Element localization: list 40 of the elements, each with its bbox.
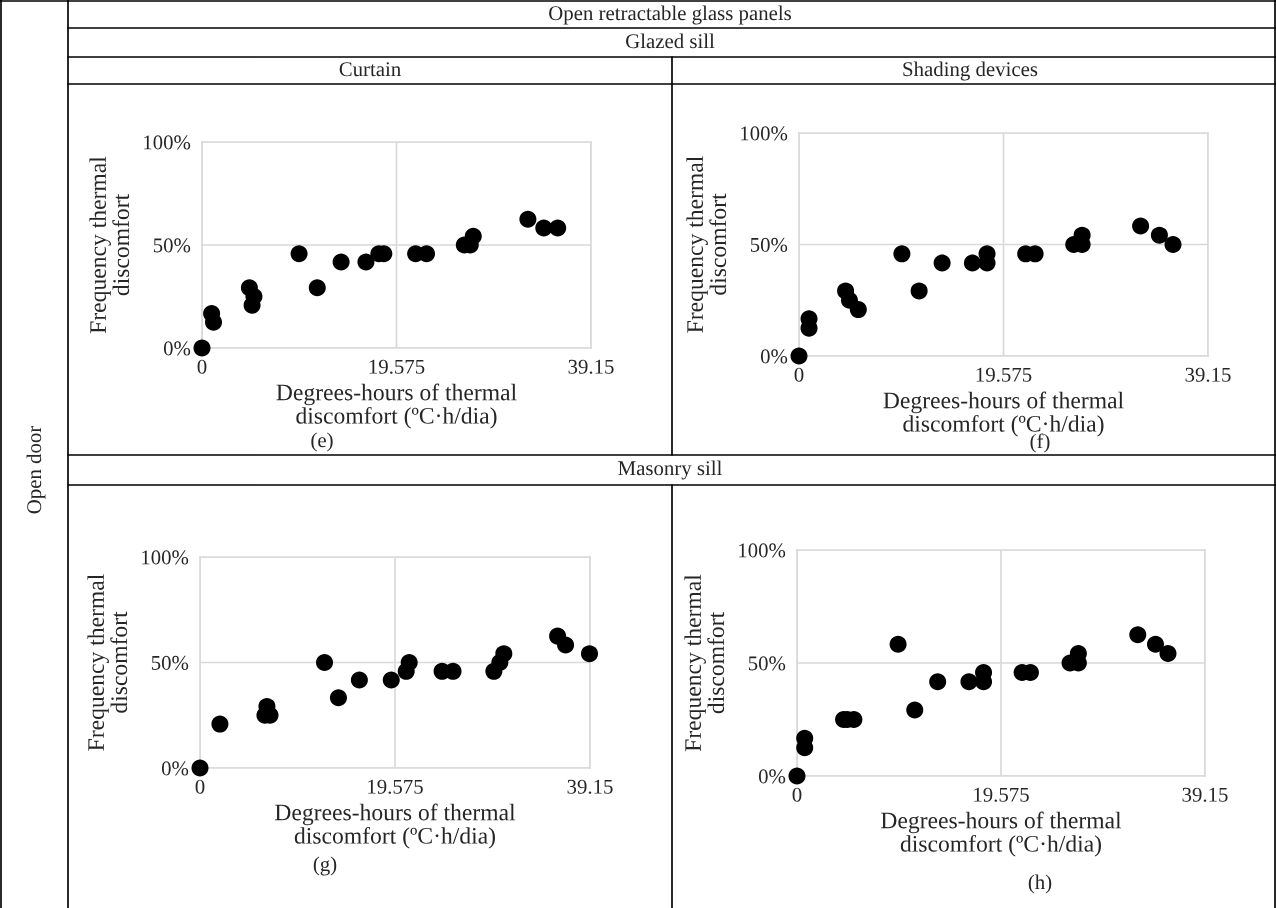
x-tick-label: 19.575 [976, 367, 1032, 382]
x-tick-label: 19.575 [369, 359, 425, 374]
x-tick-label: 0 [792, 787, 802, 802]
text: (h) [1028, 874, 1052, 894]
y-tick-label: 100% [144, 135, 191, 150]
y-tick-label: 100% [142, 550, 189, 565]
y-tick-label: 50% [151, 655, 189, 670]
x-axis-title: Degrees-hours of thermal discomfort (ºC·h/dia) [275, 803, 516, 849]
x-tick-label: 0 [197, 359, 207, 374]
text: Masonry sill [618, 460, 722, 480]
chart-title: Curtain [339, 62, 401, 77]
text: Open door [26, 425, 46, 514]
x-tick-label: 39.15 [568, 359, 614, 374]
y-axis-title: Frequency thermal discomfort [89, 156, 130, 334]
x-tick-label: 0 [794, 367, 804, 382]
chart-title: Shading devices [903, 61, 1038, 81]
x-axis-title: Degrees-hours of thermal discomfort (ºC·h/dia) [881, 811, 1122, 857]
x-tick-label: 19.575 [368, 779, 423, 794]
y-tick-label: 50% [750, 237, 788, 252]
y-axis-title: Frequency thermal discomfort [684, 574, 725, 752]
y-tick-label: 0% [161, 761, 189, 776]
text: Glazed sill [626, 33, 715, 49]
text: Open retractable glass panels [549, 5, 792, 25]
x-tick-label: 0 [195, 779, 205, 794]
x-tick-label: 19.575 [974, 787, 1029, 802]
x-tick-label: 39.15 [1182, 787, 1228, 802]
y-tick-label: 100% [739, 543, 786, 558]
y-tick-label: 0% [163, 341, 191, 356]
text: (g) [313, 856, 337, 876]
x-tick-label: 39.15 [567, 779, 613, 794]
y-axis-title: Frequency thermal discomfort [686, 156, 727, 333]
y-axis-title: Frequency thermal discomfort [87, 574, 128, 751]
y-tick-label: 50% [748, 656, 786, 671]
y-tick-label: 0% [760, 349, 788, 364]
text: (e) [311, 432, 333, 452]
x-tick-label: 39.15 [1185, 367, 1231, 382]
x-axis-title: Degrees-hours of thermal discomfort (ºC·h/dia) [276, 383, 517, 429]
y-tick-label: 100% [741, 126, 788, 141]
y-tick-label: 50% [153, 238, 191, 253]
y-tick-label: 0% [758, 769, 786, 784]
